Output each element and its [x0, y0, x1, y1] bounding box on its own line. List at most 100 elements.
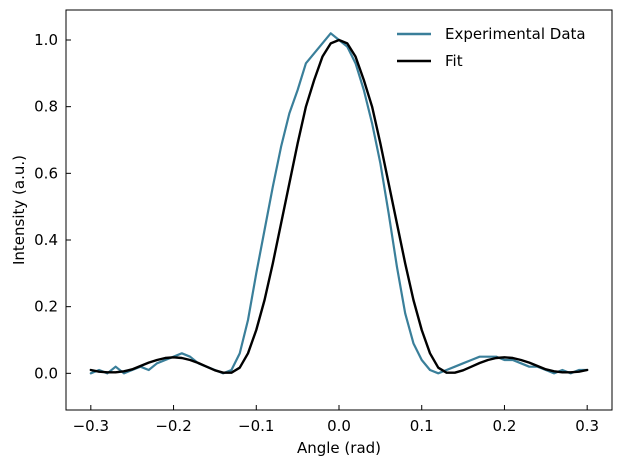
data-point-fit	[503, 356, 506, 358]
data-point-fit	[206, 366, 208, 368]
x-tick-label: −0.1	[238, 417, 274, 435]
x-axis-label: Angle (rad)	[297, 439, 381, 457]
y-tick-label: 0.2	[34, 298, 58, 316]
legend: Experimental Data Fit	[397, 25, 586, 70]
data-point-fit	[437, 367, 439, 369]
data-point-fit	[520, 359, 522, 361]
data-point-fit	[247, 352, 249, 354]
y-tick-label: 0.8	[34, 98, 58, 116]
x-tick-label: −0.3	[73, 417, 109, 435]
data-point-experimental-data	[297, 89, 299, 91]
data-point-fit	[139, 365, 142, 367]
data-point-fit	[272, 262, 274, 264]
data-point-experimental-data	[487, 356, 489, 358]
data-point-fit	[545, 368, 547, 370]
data-point-fit	[197, 362, 199, 364]
data-point-experimental-data	[445, 369, 448, 371]
data-point-fit	[454, 372, 456, 374]
plot-frame	[65, 9, 613, 411]
data-point-fit	[412, 299, 415, 301]
data-point-experimental-data	[247, 319, 249, 321]
data-point-fit	[239, 367, 241, 369]
data-point-experimental-data	[454, 366, 456, 368]
data-point-fit	[90, 369, 92, 371]
data-point-fit	[371, 106, 373, 108]
data-point-experimental-data	[255, 272, 257, 274]
data-point-experimental-data	[388, 212, 390, 214]
data-point-fit	[330, 42, 332, 44]
x-tick-label: 0.0	[327, 417, 351, 435]
data-point-experimental-data	[90, 372, 92, 374]
data-point-experimental-data	[330, 32, 332, 34]
data-point-fit	[164, 357, 166, 359]
plot-background	[66, 10, 612, 410]
data-point-fit	[512, 357, 514, 359]
data-point-experimental-data	[528, 366, 530, 368]
data-point-fit	[123, 370, 125, 372]
data-point-fit	[222, 372, 224, 374]
data-point-fit	[255, 329, 257, 331]
data-point-fit	[536, 365, 539, 367]
data-point-experimental-data	[404, 312, 406, 314]
x-tick-label: 0.3	[575, 417, 599, 435]
data-point-experimental-data	[181, 352, 183, 354]
data-point-fit	[338, 39, 340, 41]
data-point-fit	[578, 371, 580, 373]
data-point-fit	[561, 371, 563, 373]
data-point-fit	[553, 370, 555, 372]
data-point-experimental-data	[189, 356, 191, 358]
data-point-experimental-data	[164, 359, 166, 361]
data-point-fit	[388, 182, 390, 184]
data-point-experimental-data	[462, 362, 464, 364]
data-point-fit	[115, 371, 117, 373]
data-point-experimental-data	[156, 362, 158, 364]
data-point-fit	[106, 371, 108, 373]
x-axis-ticks: −0.3 −0.2 −0.1 0.0 0.1 0.2 0.3	[73, 405, 599, 435]
data-point-fit	[313, 79, 315, 81]
data-point-experimental-data	[115, 366, 117, 368]
data-point-experimental-data	[321, 42, 324, 44]
data-point-fit	[495, 357, 497, 359]
data-point-fit	[470, 366, 472, 368]
data-point-experimental-data	[98, 369, 100, 371]
data-point-fit	[379, 142, 381, 144]
data-point-experimental-data	[263, 229, 266, 231]
data-point-fit	[445, 372, 448, 374]
series-fit	[89, 38, 589, 374]
data-point-experimental-data	[123, 372, 125, 374]
y-axis-label: Intensity (a.u.)	[10, 155, 28, 265]
data-point-experimental-data	[280, 146, 282, 148]
y-tick-label: 0.6	[34, 164, 58, 182]
data-point-experimental-data	[503, 359, 506, 361]
data-point-fit	[189, 359, 191, 361]
data-point-experimental-data	[561, 369, 563, 371]
data-point-experimental-data	[553, 372, 555, 374]
y-tick-label: 0.4	[34, 231, 58, 249]
data-point-experimental-data	[354, 62, 357, 64]
data-point-experimental-data	[239, 352, 241, 354]
data-point-fit	[487, 359, 489, 361]
data-point-experimental-data	[363, 89, 365, 91]
data-point-fit	[396, 222, 398, 224]
data-point-fit	[172, 356, 175, 358]
data-point-experimental-data	[288, 112, 290, 114]
legend-label: Fit	[445, 52, 463, 70]
data-point-experimental-data	[429, 369, 431, 371]
data-point-fit	[98, 371, 100, 373]
data-point-fit	[214, 369, 216, 371]
data-point-experimental-data	[437, 372, 439, 374]
x-tick-label: 0.2	[493, 417, 517, 435]
x-tick-label: 0.1	[410, 417, 434, 435]
data-point-experimental-data	[272, 186, 274, 188]
data-point-experimental-data	[396, 266, 398, 268]
data-point-fit	[586, 369, 588, 371]
data-point-fit	[156, 359, 158, 361]
y-tick-label: 1.0	[34, 31, 58, 49]
data-point-experimental-data	[346, 46, 348, 48]
y-tick-label: 0.0	[34, 364, 58, 382]
data-point-experimental-data	[313, 52, 315, 54]
y-axis-ticks: 0.0 0.2 0.4 0.6 0.8 1.0	[34, 31, 71, 382]
data-point-fit	[230, 372, 233, 374]
data-point-fit	[297, 142, 299, 144]
